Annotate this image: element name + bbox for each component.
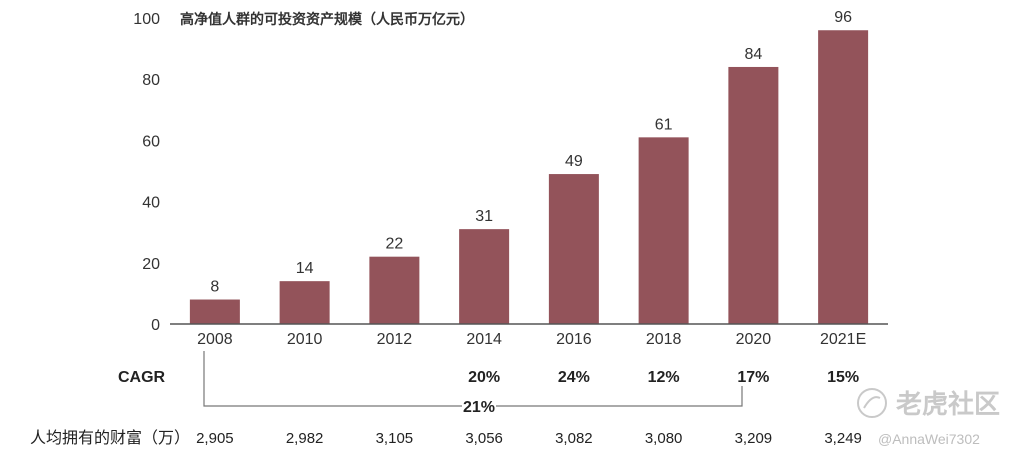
bar-value-label: 8 [210,279,219,296]
x-tick-label: 2018 [646,331,682,348]
cagr-row: 20% 24% 12% 17% 15% [468,369,859,386]
bar-value-label: 49 [565,153,583,170]
bars: 8 14 22 31 49 61 84 96 [189,9,869,325]
bar-value-label: 31 [475,208,493,225]
watermark: 老虎社区 @AnnaWei7302 [857,388,1000,447]
bar-value-label: 14 [296,260,314,277]
wealth-value: 3,056 [465,430,503,447]
y-tick-label: 60 [142,133,160,150]
cagr-label: CAGR [118,369,166,386]
cagr-value: 20% [468,369,500,386]
x-tick-label: 2021E [820,331,866,348]
y-tick-label: 40 [142,195,160,212]
y-axis: 0 20 40 60 80 100 [133,11,160,334]
tiger-logo-mark [863,396,881,409]
overall-cagr-value: 21% [463,399,495,416]
overall-cagr-bracket [203,351,743,407]
watermark-brand: 老虎社区 [896,389,1000,419]
wealth-label: 人均拥有的财富（万） [30,429,190,447]
wealth-value: 2,905 [196,430,234,447]
wealth-value: 3,082 [555,430,593,447]
wealth-value: 3,209 [735,430,773,447]
y-tick-label: 80 [142,72,160,89]
bar [369,256,420,324]
bar [638,137,689,324]
bar-value-label: 22 [385,236,403,253]
y-tick-label: 0 [151,317,160,334]
wealth-value: 3,105 [376,430,414,447]
bar [818,30,869,325]
bar [728,66,779,325]
bar-value-label: 96 [834,9,852,26]
bar [279,281,330,324]
chart-title: 高净值人群的可投资资产规模（人民币万亿元） [180,11,474,27]
tiger-logo-icon [857,388,887,418]
wealth-row: 2,905 2,982 3,105 3,056 3,082 3,080 3,209 3,249 [196,430,862,447]
wealth-value: 3,080 [645,430,683,447]
x-tick-label: 2012 [377,331,413,348]
wealth-value: 2,982 [286,430,324,447]
wealth-value: 3,249 [824,430,862,447]
bar [459,229,510,324]
x-axis: 2008 2010 2012 2014 2016 2018 2020 2021E [170,323,888,348]
x-tick-label: 2016 [556,331,592,348]
bar-value-label: 61 [655,116,673,133]
x-tick-label: 2020 [736,331,772,348]
y-tick-label: 100 [133,11,160,28]
watermark-handle: @AnnaWei7302 [878,431,980,447]
x-tick-label: 2010 [287,331,323,348]
x-tick-label: 2008 [197,331,233,348]
bar [189,299,240,324]
cagr-value: 17% [737,369,769,386]
cagr-value: 24% [558,369,590,386]
cagr-value: 15% [827,369,859,386]
bar [548,174,599,324]
x-tick-label: 2014 [466,331,502,348]
y-tick-label: 20 [142,256,160,273]
cagr-value: 12% [648,369,680,386]
bar-value-label: 84 [744,46,762,63]
